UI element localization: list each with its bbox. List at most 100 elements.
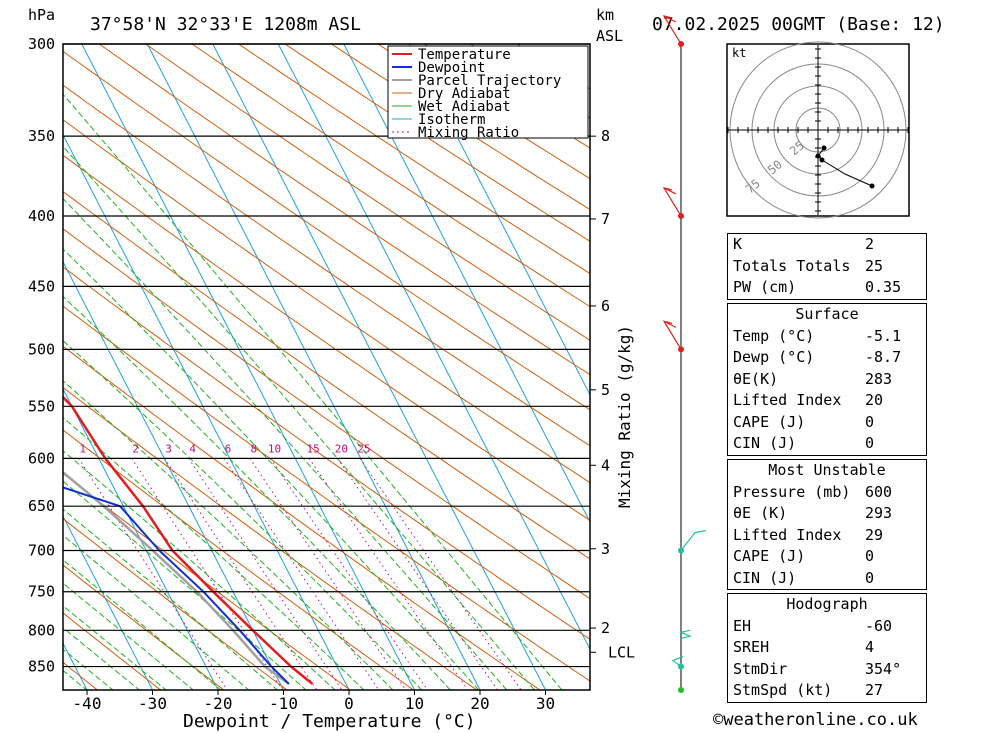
wet-adiabat-line (63, 416, 365, 690)
km-label: km (596, 6, 614, 24)
wet-adiabat-line (63, 450, 336, 690)
height-label: 6 (601, 297, 610, 315)
hodograph-point (869, 183, 875, 189)
wind-barb (680, 529, 707, 551)
wind-barb (679, 629, 692, 639)
dry-adiabat-line (145, 44, 590, 341)
temperature-tick-label: 10 (405, 694, 424, 713)
isotherm-line (212, 44, 547, 690)
wet-adiabat-line (63, 534, 250, 690)
isotherm-line (408, 44, 590, 396)
mu-row: Pressure (mb) 600 (733, 482, 893, 501)
index-row-totals: Totals Totals 25 (733, 256, 884, 275)
isotherm-line (63, 387, 219, 690)
temperature-tick-label: -10 (269, 694, 298, 713)
hodograph-point (821, 145, 827, 151)
dry-adiabat-line (63, 84, 590, 447)
location-title: 37°58'N 32°33'E 1208m ASL (90, 14, 361, 35)
temperature-tick-label: -20 (204, 694, 233, 713)
most-unstable-table: Most Unstable Pressure (mb) 600 θE (K) 293… (727, 459, 927, 590)
mixing-ratio-line (359, 458, 522, 690)
height-label: LCL (608, 643, 635, 661)
mixing-ratio-label: 15 (306, 442, 319, 455)
dry-adiabat-line (63, 154, 590, 521)
isotherm-line (146, 44, 481, 690)
legend: Temperature Dewpoint Parcel Trajectory D… (387, 45, 589, 141)
mixing-ratio-label: 3 (165, 442, 172, 455)
height-label: 2 (601, 619, 610, 637)
isotherm-line (63, 133, 350, 690)
height-label: 7 (601, 210, 610, 228)
temperature-tick-label: 0 (344, 694, 354, 713)
mixing-ratio-label: 2 (132, 442, 139, 455)
legend-temperature: Temperature (418, 47, 511, 63)
wet-adiabat-line (63, 508, 278, 690)
surface-row: Lifted Index 20 (733, 391, 884, 409)
dry-adiabat-line (191, 44, 590, 308)
surface-row: Temp (°C) -5.1 (733, 326, 902, 345)
mixing-ratio-label: 6 (225, 442, 232, 455)
dry-adiabat-line (63, 119, 590, 484)
datetime-title: 07.02.2025 00GMT (Base: 12) (652, 14, 945, 35)
legend-dewpoint: Dewpoint (418, 60, 485, 76)
pressure-label: 450 (28, 277, 55, 295)
plot-frame (62, 43, 591, 691)
mixing-ratio-line (164, 458, 318, 690)
x-axis-label: Dewpoint / Temperature (°C) (183, 711, 476, 732)
pressure-label: 600 (28, 449, 55, 467)
isotherm-line (63, 260, 285, 690)
wet-adiabat-line (63, 582, 194, 690)
mixing-ratio-line (336, 458, 499, 690)
temperature-tick-label: 30 (536, 694, 555, 713)
mixing-ratio-line (131, 458, 284, 690)
wind-barb (662, 320, 682, 350)
wet-adiabat-line (63, 93, 563, 690)
wind-barb (671, 655, 684, 668)
pressure-label: 400 (28, 207, 55, 225)
pressure-label: 650 (28, 497, 55, 515)
surface-title: Surface (795, 305, 859, 323)
hodograph-title: Hodograph (786, 595, 868, 613)
wet-adiabat-line (63, 248, 480, 690)
mixing-ratio-label: 4 (189, 442, 196, 455)
mixing-ratio-line (270, 458, 429, 690)
wet-adiabat-line (63, 197, 508, 690)
temperature-tick-label: 20 (470, 694, 489, 713)
dry-adiabat-line (63, 429, 415, 690)
hodograph-table: Hodograph EH -60 SREH 4 StmDir 354° StmSpd … (727, 593, 927, 703)
pressure-label: 700 (28, 541, 55, 559)
dry-adiabat-line (98, 44, 590, 376)
hodograph-point (819, 157, 825, 163)
wind-barb (662, 187, 682, 217)
legend-dry-adiabat: Dry Adiabat (418, 86, 511, 102)
dry-adiabat-line (63, 305, 590, 682)
wind-barb (662, 15, 682, 45)
surface-row: θE(K) 283 (733, 369, 893, 388)
surface-row: Dewp (°C) -8.7 (733, 348, 902, 366)
height-label: 4 (601, 456, 610, 474)
dry-adiabat-line (63, 386, 478, 690)
wet-adiabat-line (63, 559, 222, 690)
pressure-label: 800 (28, 621, 55, 639)
isotherm-line (0, 44, 24, 694)
mixing-ratio-label: 20 (335, 442, 348, 455)
surface-row: CAPE (J) 0 (733, 412, 875, 431)
copyright[interactable]: ©weatheronline.co.uk (713, 710, 918, 730)
height-label: 3 (601, 540, 610, 558)
index-row-pw: PW (cm) 0.35 (733, 278, 902, 296)
pressure-label: 500 (28, 340, 55, 358)
mu-row: CAPE (J) 0 (733, 547, 875, 565)
mixing-ratio-label: 1 (79, 442, 86, 455)
mu-row: θE (K) 293 (733, 504, 893, 522)
wet-adiabat-line (63, 605, 167, 690)
dry-adiabat-line (63, 228, 590, 600)
hodo-row: EH -60 (733, 616, 893, 635)
mixing-ratio-axis-label: Mixing Ratio (g/kg) (615, 325, 634, 508)
mu-row: CIN (J) 0 (733, 568, 875, 587)
wet-adiabat-line (63, 627, 141, 690)
legend-mixing-ratio: Mixing Ratio (418, 125, 519, 141)
